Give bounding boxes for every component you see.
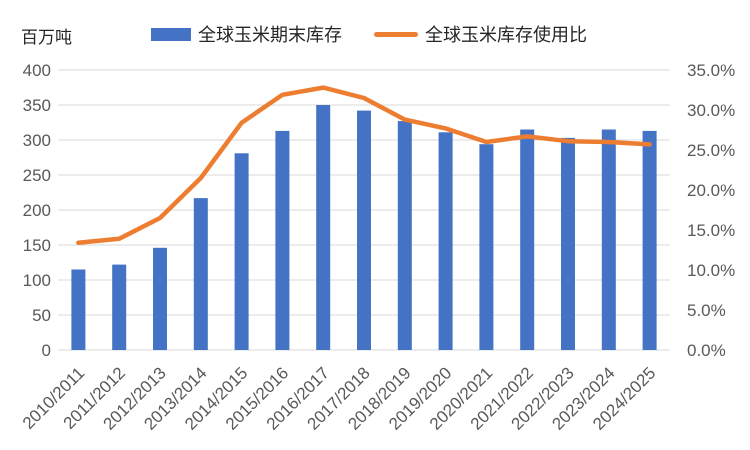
right-axis-tick-label: 20.0%	[687, 181, 735, 200]
right-axis-tick-label: 10.0%	[687, 261, 735, 280]
bar	[642, 130, 657, 350]
bar	[479, 144, 494, 350]
stock-use-ratio-line	[76, 85, 652, 246]
bar	[438, 132, 453, 350]
legend-item-stock-use-ratio: 全球玉米库存使用比	[374, 21, 587, 47]
bar	[397, 121, 412, 350]
right-axis-tick-label: 35.0%	[687, 61, 735, 80]
left-axis-tick-label: 0	[42, 341, 51, 360]
bar	[234, 153, 249, 350]
legend-bar-swatch-icon	[151, 27, 191, 41]
left-axis-tick-label: 200	[23, 201, 51, 220]
right-axis-tick-label: 25.0%	[687, 141, 735, 160]
right-axis-tick-label: 0.0%	[687, 341, 726, 360]
bar	[561, 137, 575, 350]
left-axis-tick-label: 300	[23, 131, 51, 150]
left-axis-tick-label: 50	[32, 306, 51, 325]
bar	[193, 198, 208, 350]
bar	[71, 269, 86, 350]
bar	[316, 105, 331, 350]
left-axis-tick-label: 400	[23, 61, 51, 80]
left-axis-tick-label: 100	[23, 271, 51, 290]
legend-line-swatch-icon	[374, 31, 418, 37]
left-axis-unit-label: 百万吨	[21, 28, 72, 47]
bar	[112, 264, 127, 350]
right-axis-tick-label: 30.0%	[687, 101, 735, 120]
right-axis-tick-label: 15.0%	[687, 221, 735, 240]
bar	[357, 110, 371, 350]
legend-label-ending-stocks: 全球玉米期末库存	[198, 25, 342, 45]
legend-label-stock-use-ratio: 全球玉米库存使用比	[425, 25, 587, 45]
left-axis-tick-label: 150	[23, 236, 51, 255]
left-axis-tick-label: 250	[23, 166, 51, 185]
bar	[520, 129, 535, 350]
bar	[601, 129, 616, 350]
legend-item-ending-stocks: 全球玉米期末库存	[151, 21, 342, 47]
bar	[275, 130, 290, 350]
right-axis-tick-label: 5.0%	[687, 301, 726, 320]
legend: 全球玉米期末库存 全球玉米库存使用比	[0, 21, 744, 47]
left-axis-tick-label: 350	[23, 96, 51, 115]
bar	[153, 247, 167, 350]
